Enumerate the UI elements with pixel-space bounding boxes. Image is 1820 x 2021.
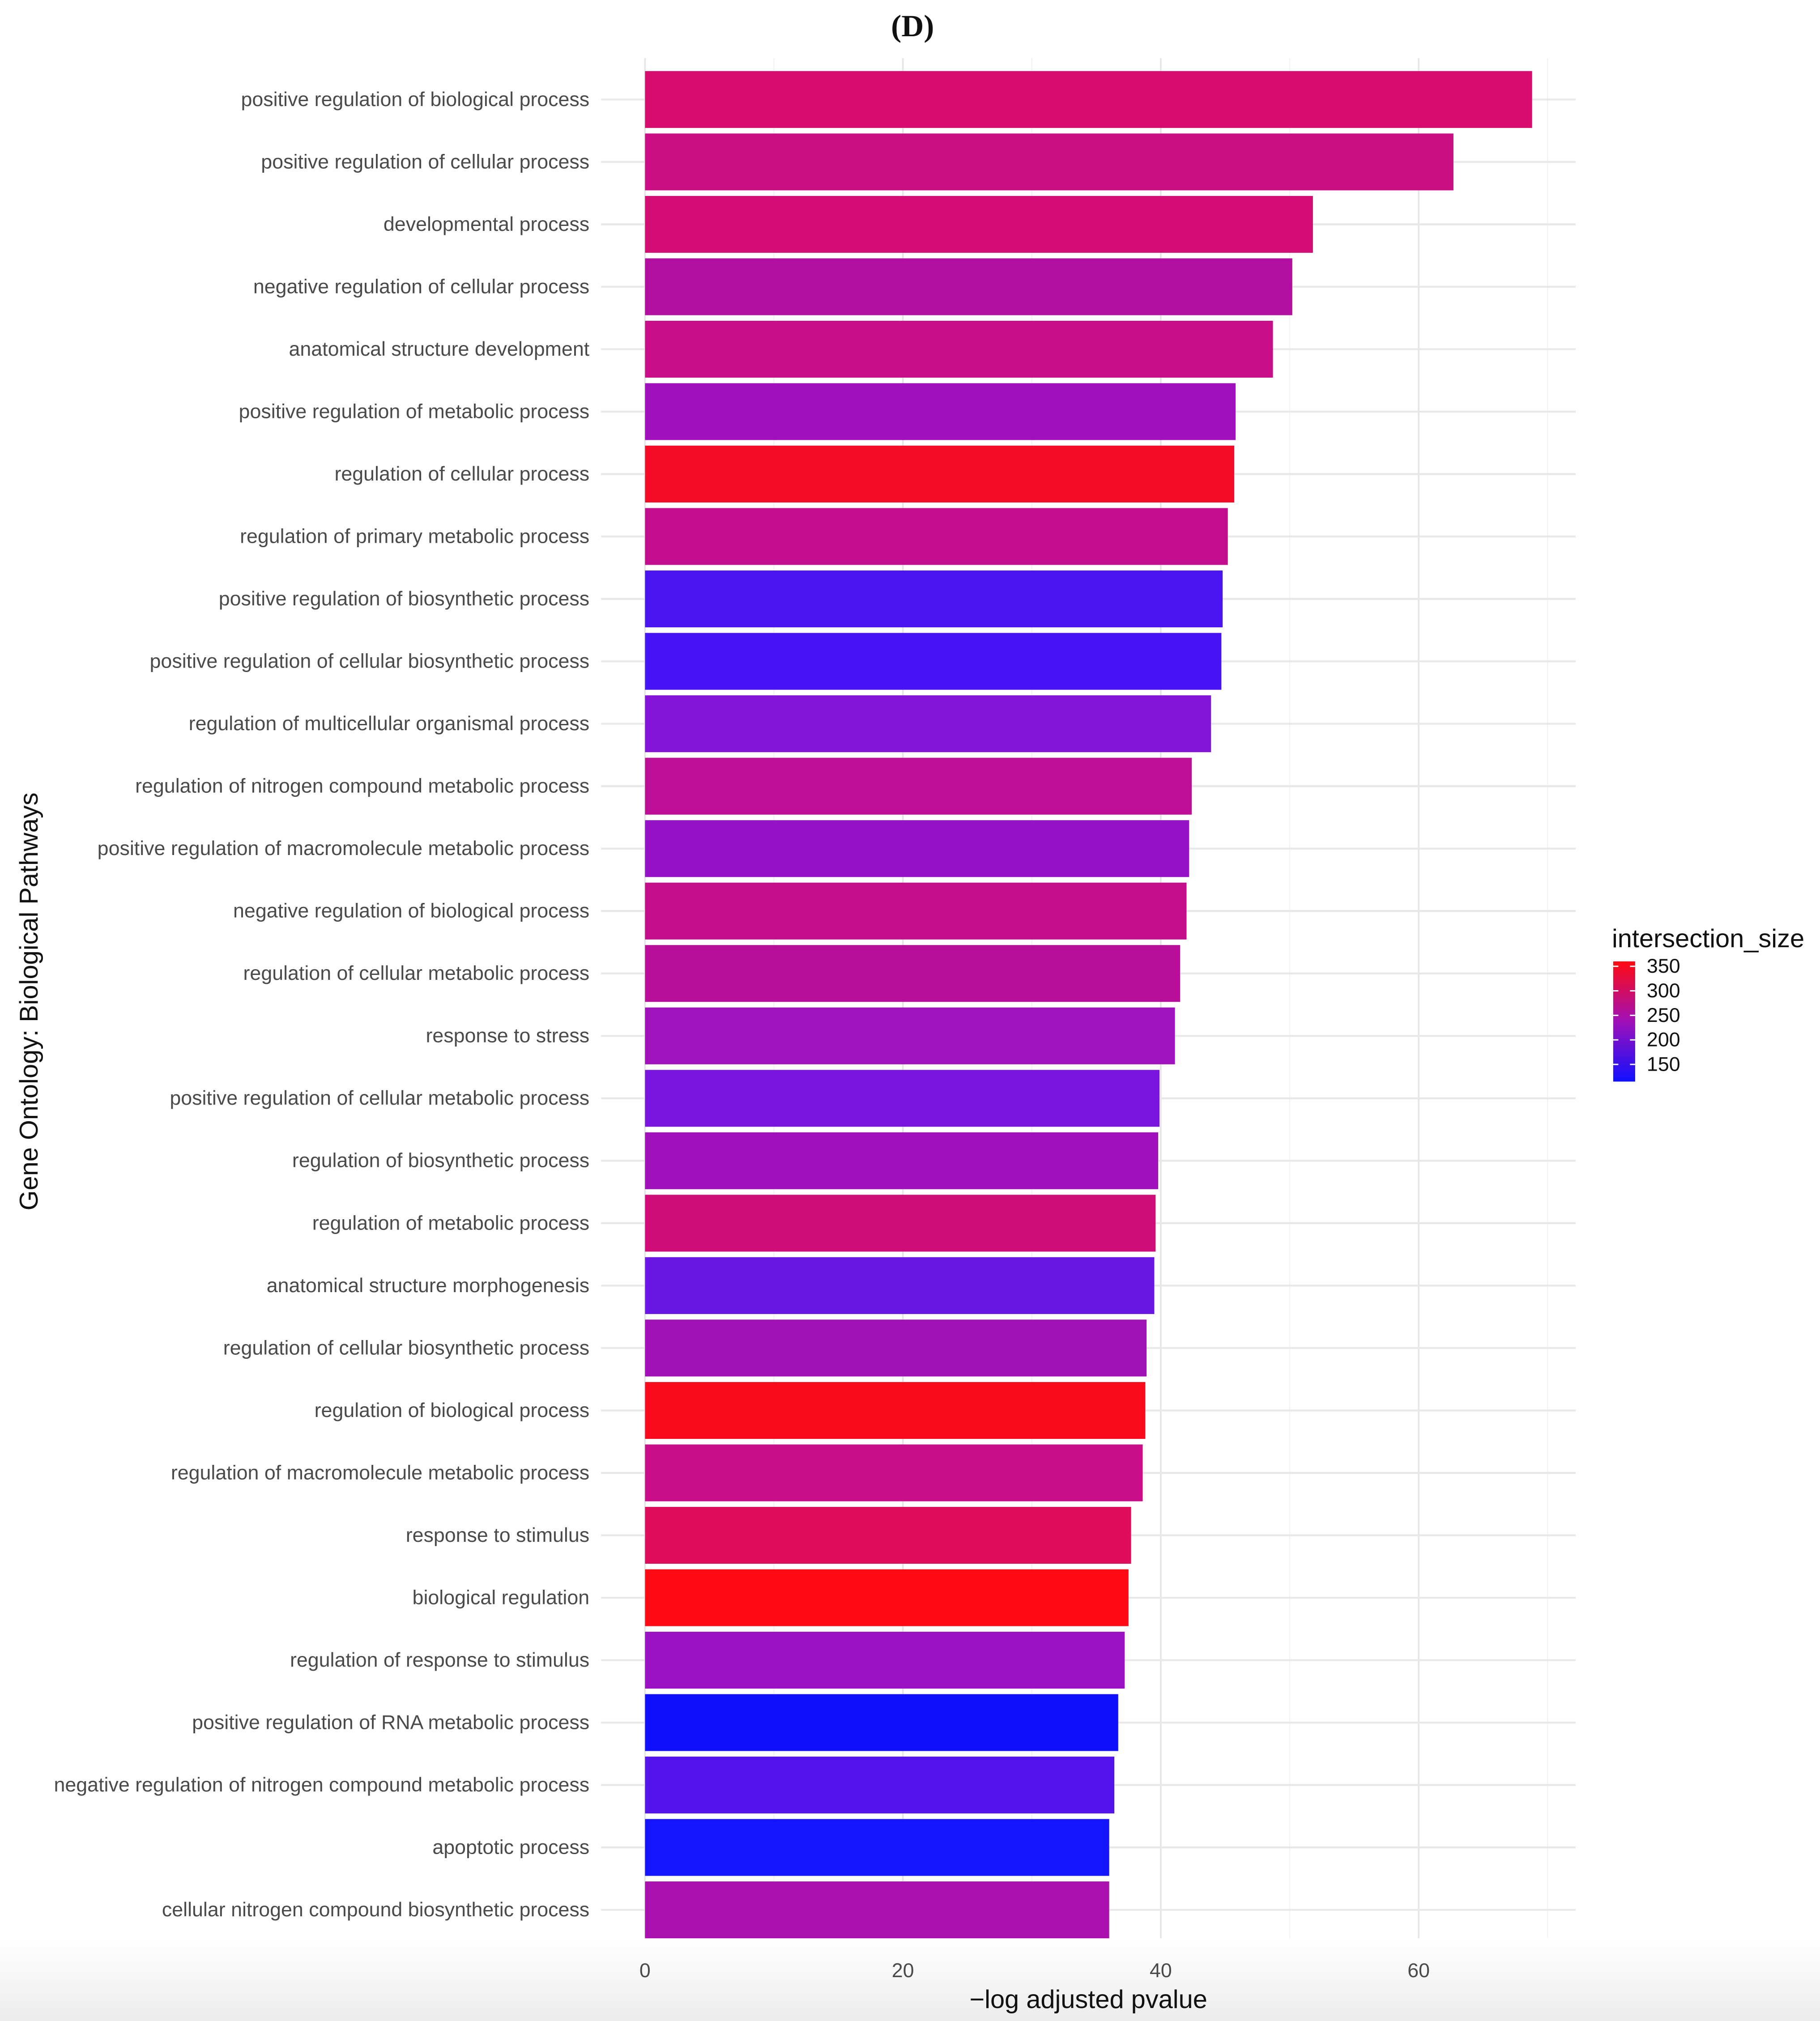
bar[interactable] bbox=[645, 71, 1532, 128]
bar[interactable] bbox=[645, 1506, 1131, 1564]
bar[interactable] bbox=[645, 1631, 1125, 1689]
footer-shade bbox=[0, 1938, 1820, 2021]
category-label: regulation of primary metabolic process bbox=[240, 525, 589, 548]
legend-tick-label: 300 bbox=[1647, 979, 1680, 1002]
bar[interactable] bbox=[645, 196, 1313, 253]
x-tick-label: 0 bbox=[639, 1959, 651, 1982]
bar[interactable] bbox=[645, 1132, 1159, 1189]
category-label: positive regulation of RNA metabolic pro… bbox=[192, 1711, 589, 1733]
bar[interactable] bbox=[645, 633, 1222, 690]
category-label: positive regulation of cellular biosynth… bbox=[150, 650, 590, 672]
category-label: regulation of metabolic process bbox=[312, 1212, 589, 1234]
y-tick-labels: positive regulation of biological proces… bbox=[54, 88, 590, 1921]
category-label: regulation of multicellular organismal p… bbox=[189, 712, 589, 735]
bar[interactable] bbox=[645, 757, 1192, 815]
bar[interactable] bbox=[645, 1195, 1156, 1252]
category-label: regulation of cellular biosynthetic proc… bbox=[223, 1336, 589, 1359]
bar[interactable] bbox=[645, 1694, 1118, 1751]
category-label: response to stress bbox=[426, 1025, 589, 1047]
category-label: regulation of response to stimulus bbox=[290, 1649, 589, 1671]
bar[interactable] bbox=[645, 695, 1211, 753]
bar[interactable] bbox=[645, 508, 1228, 565]
x-tick-label: 60 bbox=[1407, 1959, 1430, 1982]
legend-tick-label: 350 bbox=[1647, 955, 1680, 977]
legend-tick-label: 150 bbox=[1647, 1053, 1680, 1075]
bar[interactable] bbox=[645, 383, 1236, 440]
category-label: regulation of biological process bbox=[315, 1399, 589, 1421]
category-label: developmental process bbox=[384, 213, 589, 235]
bar[interactable] bbox=[645, 1382, 1146, 1439]
category-label: response to stimulus bbox=[406, 1524, 589, 1546]
category-label: negative regulation of biological proces… bbox=[233, 900, 589, 922]
category-label: regulation of macromolecule metabolic pr… bbox=[171, 1461, 589, 1484]
category-label: positive regulation of cellular metaboli… bbox=[170, 1087, 589, 1109]
bar[interactable] bbox=[645, 1070, 1159, 1127]
bar[interactable] bbox=[645, 882, 1187, 940]
chart-title: (D) bbox=[891, 9, 934, 43]
category-label: regulation of biosynthetic process bbox=[292, 1149, 589, 1172]
bar[interactable] bbox=[645, 1757, 1115, 1814]
x-axis-title: −log adjusted pvalue bbox=[969, 1985, 1207, 2014]
category-label: regulation of cellular process bbox=[334, 463, 589, 485]
category-label: negative regulation of nitrogen compound… bbox=[54, 1774, 590, 1796]
category-label: regulation of cellular metabolic process bbox=[243, 962, 590, 984]
category-label: anatomical structure morphogenesis bbox=[267, 1274, 589, 1297]
bar[interactable] bbox=[645, 1819, 1109, 1876]
category-label: positive regulation of macromolecule met… bbox=[98, 837, 589, 859]
category-label: anatomical structure development bbox=[289, 338, 589, 360]
bar[interactable] bbox=[645, 1319, 1147, 1377]
category-label: positive regulation of cellular process bbox=[261, 150, 589, 173]
bar[interactable] bbox=[645, 945, 1181, 1002]
bar[interactable] bbox=[645, 133, 1453, 191]
bar[interactable] bbox=[645, 320, 1273, 378]
legend-tick-label: 200 bbox=[1647, 1029, 1680, 1051]
category-label: positive regulation of biosynthetic proc… bbox=[219, 587, 589, 610]
category-label: biological regulation bbox=[413, 1586, 590, 1608]
legend-title: intersection_size bbox=[1612, 924, 1804, 953]
bar[interactable] bbox=[645, 445, 1235, 503]
x-tick-label: 40 bbox=[1150, 1959, 1172, 1982]
bar[interactable] bbox=[645, 1569, 1129, 1626]
bar[interactable] bbox=[645, 1007, 1175, 1064]
bar[interactable] bbox=[645, 1881, 1109, 1939]
bar[interactable] bbox=[645, 1444, 1143, 1502]
category-label: regulation of nitrogen compound metaboli… bbox=[135, 775, 589, 797]
legend-colorbar bbox=[1613, 961, 1635, 1082]
bar[interactable] bbox=[645, 258, 1292, 315]
x-tick-label: 20 bbox=[892, 1959, 914, 1982]
category-label: apoptotic process bbox=[432, 1836, 589, 1859]
category-label: cellular nitrogen compound biosynthetic … bbox=[162, 1898, 589, 1921]
y-axis-title: Gene Ontology: Biological Pathways bbox=[15, 792, 43, 1210]
bar[interactable] bbox=[645, 820, 1189, 877]
x-tick-labels: 0 20 40 60 bbox=[639, 1959, 1430, 1982]
category-label: positive regulation of biological proces… bbox=[241, 88, 589, 111]
bar[interactable] bbox=[645, 1257, 1155, 1314]
category-label: positive regulation of metabolic process bbox=[239, 400, 590, 422]
legend-tick-label: 250 bbox=[1647, 1004, 1680, 1026]
bar[interactable] bbox=[645, 570, 1223, 628]
category-label: negative regulation of cellular process bbox=[253, 275, 589, 298]
bars bbox=[645, 71, 1532, 1939]
